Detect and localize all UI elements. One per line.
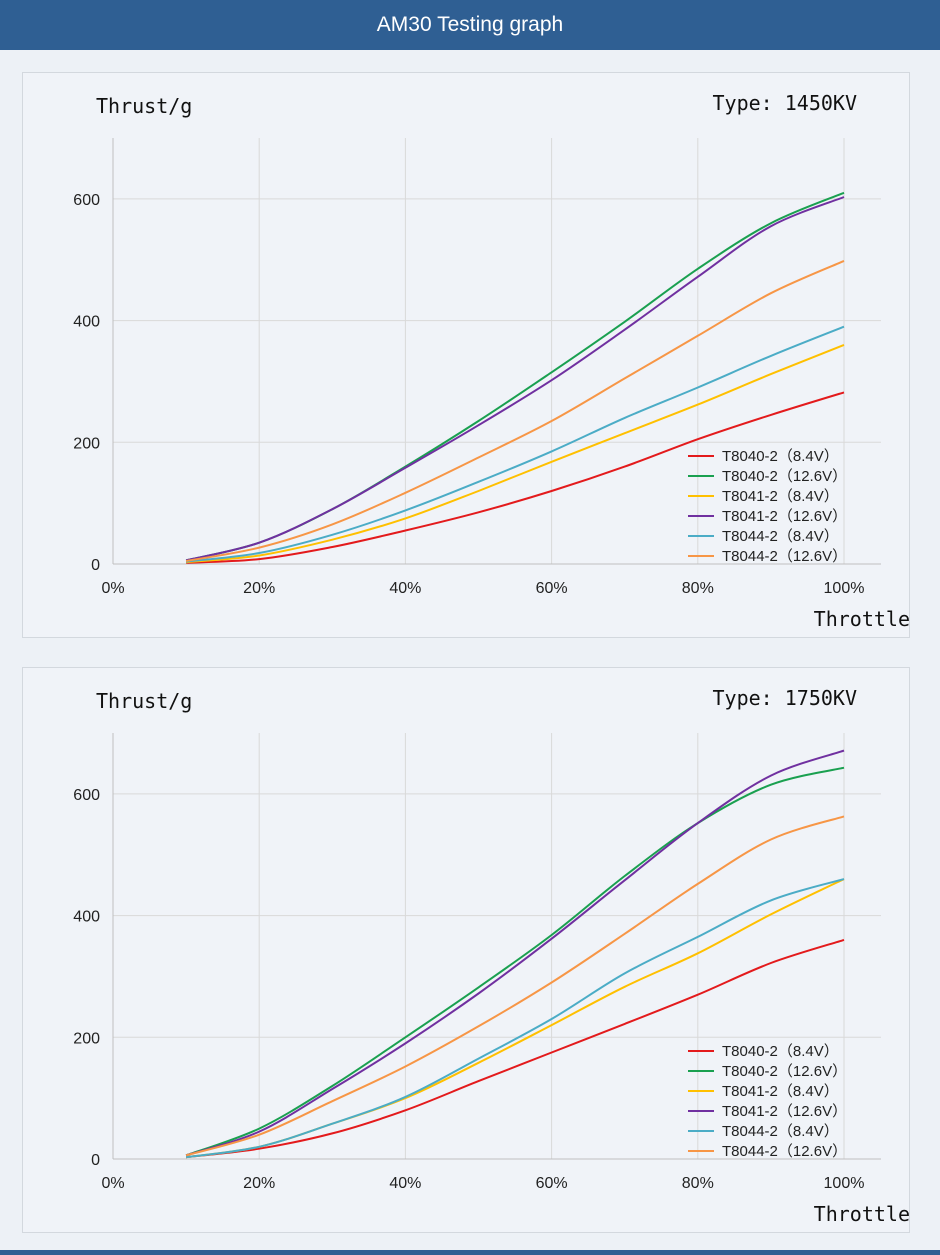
chart-type-label: Type: 1450KV [713, 91, 858, 115]
legend: T8040-2（8.4V） T8040-2（12.6V） T8041-2（8.4V）… [688, 448, 847, 565]
legend-label: T8041-2（8.4V） [722, 488, 839, 505]
y-tick-label: 0 [91, 1152, 100, 1169]
legend-label: T8044-2（12.6V） [722, 548, 847, 565]
x-tick-label: 40% [389, 1175, 421, 1192]
legend-label: T8044-2（8.4V） [722, 528, 839, 545]
x-tick-label: 80% [682, 580, 714, 597]
x-tick-label: 80% [682, 1175, 714, 1192]
grid-lines [113, 138, 881, 564]
legend: T8040-2（8.4V） T8040-2（12.6V） T8041-2（8.4V）… [688, 1043, 847, 1160]
series-line-4 [185, 196, 845, 562]
series-line-6 [185, 259, 845, 562]
legend-label: T8040-2（8.4V） [722, 1043, 839, 1060]
x-tick-label: 40% [389, 580, 421, 597]
legend-label: T8044-2（8.4V） [722, 1123, 839, 1140]
x-tick-label: 60% [536, 1175, 568, 1192]
x-tick-label: 100% [824, 1175, 865, 1192]
y-tick-label: 600 [73, 787, 100, 804]
chart-type-label: Type: 1750KV [713, 686, 858, 710]
footer-bar [0, 1250, 940, 1255]
series-line-5 [185, 325, 845, 563]
y-tick-label: 200 [73, 435, 100, 452]
legend-label: T8044-2（12.6V） [722, 1143, 847, 1160]
legend-label: T8041-2（12.6V） [722, 508, 847, 525]
legend-label: T8040-2（8.4V） [722, 448, 839, 465]
y-tick-label: 600 [73, 192, 100, 209]
y-tick-label: 0 [91, 557, 100, 574]
x-axis-title: Throttle [814, 1202, 910, 1226]
series-line-2 [185, 766, 845, 1157]
x-tick-label: 0% [101, 1175, 124, 1192]
series-line-3 [186, 343, 845, 564]
chart-panel-1450kv: 0% 20% 40% 60% 80% 100% 0 200 400 600 T8040-2（8.4… [22, 72, 910, 638]
legend-label: T8040-2（12.6V） [722, 468, 847, 485]
chart-panel-1750kv: 0% 20% 40% 60% 80% 100% 0 200 400 600 T8040-2（8.4… [22, 667, 910, 1233]
page-header: AM30 Testing graph [0, 0, 940, 50]
thrust-chart-1750kv: 0% 20% 40% 60% 80% 100% 0 200 400 600 T8040-2（8.4… [73, 686, 910, 1226]
legend-label: T8041-2（8.4V） [722, 1083, 839, 1100]
x-tick-label: 0% [101, 580, 124, 597]
y-axis-title: Thrust/g [96, 94, 192, 118]
axes [112, 733, 881, 1160]
x-axis-title: Throttle [814, 607, 910, 631]
axes [112, 138, 881, 565]
series-line-2 [185, 191, 845, 562]
y-axis-title: Thrust/g [96, 689, 192, 713]
x-tick-label: 20% [243, 1175, 275, 1192]
legend-label: T8041-2（12.6V） [722, 1103, 847, 1120]
grid-lines [113, 733, 881, 1159]
series-lines [185, 191, 845, 564]
y-tick-label: 400 [73, 314, 100, 331]
tick-labels: 0% 20% 40% 60% 80% 100% 0 200 400 600 [73, 787, 864, 1192]
page-title: AM30 Testing graph [376, 13, 564, 36]
series-line-1 [186, 391, 845, 564]
x-tick-label: 60% [536, 580, 568, 597]
series-line-5 [185, 878, 845, 1159]
y-tick-label: 400 [73, 909, 100, 926]
series-lines [185, 749, 845, 1159]
series-line-1 [185, 938, 845, 1159]
tick-labels: 0% 20% 40% 60% 80% 100% 0 200 400 600 [73, 192, 864, 597]
series-line-4 [185, 749, 845, 1157]
y-tick-label: 200 [73, 1030, 100, 1047]
x-tick-label: 100% [824, 580, 865, 597]
x-tick-label: 20% [243, 580, 275, 597]
thrust-chart-1450kv: 0% 20% 40% 60% 80% 100% 0 200 400 600 T8040-2（8.4… [73, 91, 910, 631]
legend-label: T8040-2（12.6V） [722, 1063, 847, 1080]
series-line-6 [185, 815, 845, 1157]
